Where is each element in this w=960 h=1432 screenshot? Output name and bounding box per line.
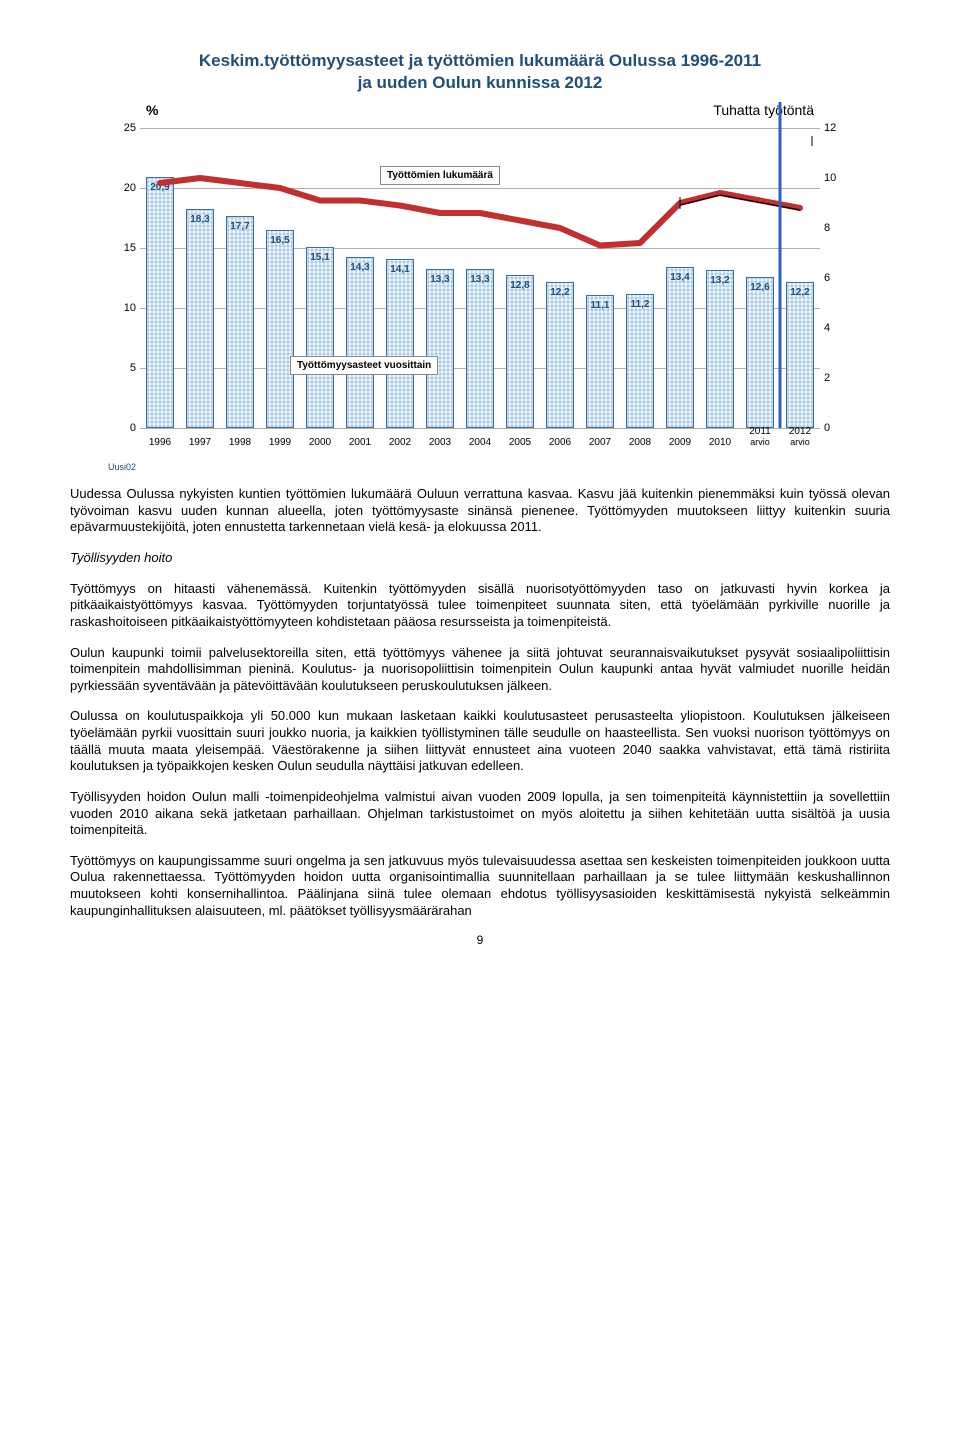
yleft-tick: 25 <box>124 122 136 134</box>
uusi-label: Uusi02 <box>108 462 136 472</box>
x-tick-label: 2010 <box>709 437 731 448</box>
section-heading-employ: Työllisyyden hoito <box>70 550 890 567</box>
x-tick-label: 2007 <box>589 437 611 448</box>
paragraph-4: Oulussa on koulutuspaikkoja yli 50.000 k… <box>70 708 890 775</box>
yright-tick: 10 <box>824 172 836 184</box>
chart-title-line2: ja uuden Oulun kunnissa 2012 <box>358 73 603 92</box>
x-tick-label: 1996 <box>149 437 171 448</box>
legend-count-text: Työttömien lukumäärä <box>387 170 493 181</box>
legend-rate-text: Työttömyysasteet vuosittain <box>297 360 431 371</box>
paragraph-5: Työllisyyden hoidon Oulun malli -toimenp… <box>70 789 890 839</box>
x-axis: 1996 1997 1998 1999 2000 2001 2002 2003 2004 2005… <box>140 428 820 462</box>
y-axis-right: 0 2 4 6 8 10 12 <box>820 102 860 462</box>
count-line <box>160 178 800 246</box>
legend-count-box: Työttömien lukumäärä <box>380 166 500 185</box>
chart: % Tuhatta työtöntä 0510152025 024681012 … <box>100 102 860 462</box>
yright-tick: 6 <box>824 272 830 284</box>
x-tick-label: 2001 <box>349 437 371 448</box>
y-right-title: Tuhatta työtöntä <box>713 102 814 118</box>
x-tick-label: 1999 <box>269 437 291 448</box>
yleft-tick: 0 <box>130 422 136 434</box>
yright-tick: 12 <box>824 122 836 134</box>
paragraph-3: Oulun kaupunki toimii palvelusektoreilla… <box>70 645 890 695</box>
x-tick-label: 1997 <box>189 437 211 448</box>
x-tick-label: 2012arvio <box>789 426 811 448</box>
page: Keskim.työttömyysasteet ja työttömien lu… <box>0 0 960 1432</box>
plot-area: 20,918,317,716,515,114,314,113,313,312,8… <box>140 128 820 428</box>
paragraph-2: Työttömyys on hitaasti vähenemässä. Kuit… <box>70 581 890 631</box>
yright-tick: 2 <box>824 372 830 384</box>
y-left-title: % <box>146 102 158 118</box>
yleft-tick: 5 <box>130 362 136 374</box>
yright-tick: 8 <box>824 222 830 234</box>
x-tick-label: 2000 <box>309 437 331 448</box>
paragraph-1: Uudessa Oulussa nykyisten kuntien työttö… <box>70 486 890 536</box>
section-heading-employ-text: Työllisyyden hoito <box>70 550 172 565</box>
legend-rate-box: Työttömyysasteet vuosittain <box>290 356 438 375</box>
x-tick-label: 2009 <box>669 437 691 448</box>
paragraph-6: Työttömyys on kaupungissamme suuri ongel… <box>70 853 890 920</box>
x-tick-label: 2006 <box>549 437 571 448</box>
y-axis-left: 0 5 10 15 20 25 <box>100 102 140 462</box>
x-tick-label: 2005 <box>509 437 531 448</box>
chart-title-line1: Keskim.työttömyysasteet ja työttömien lu… <box>199 51 761 70</box>
yleft-tick: 10 <box>124 302 136 314</box>
yright-tick: 4 <box>824 322 830 334</box>
x-tick-label: 2008 <box>629 437 651 448</box>
yleft-tick: 15 <box>124 242 136 254</box>
x-tick-label: 2002 <box>389 437 411 448</box>
x-tick-label: 1998 <box>229 437 251 448</box>
x-tick-label: 2004 <box>469 437 491 448</box>
yleft-tick: 20 <box>124 182 136 194</box>
page-number: 9 <box>70 933 890 947</box>
x-tick-label: 2011arvio <box>749 426 771 448</box>
x-tick-label: 2003 <box>429 437 451 448</box>
yright-tick: 0 <box>824 422 830 434</box>
chart-title: Keskim.työttömyysasteet ja työttömien lu… <box>70 50 890 94</box>
